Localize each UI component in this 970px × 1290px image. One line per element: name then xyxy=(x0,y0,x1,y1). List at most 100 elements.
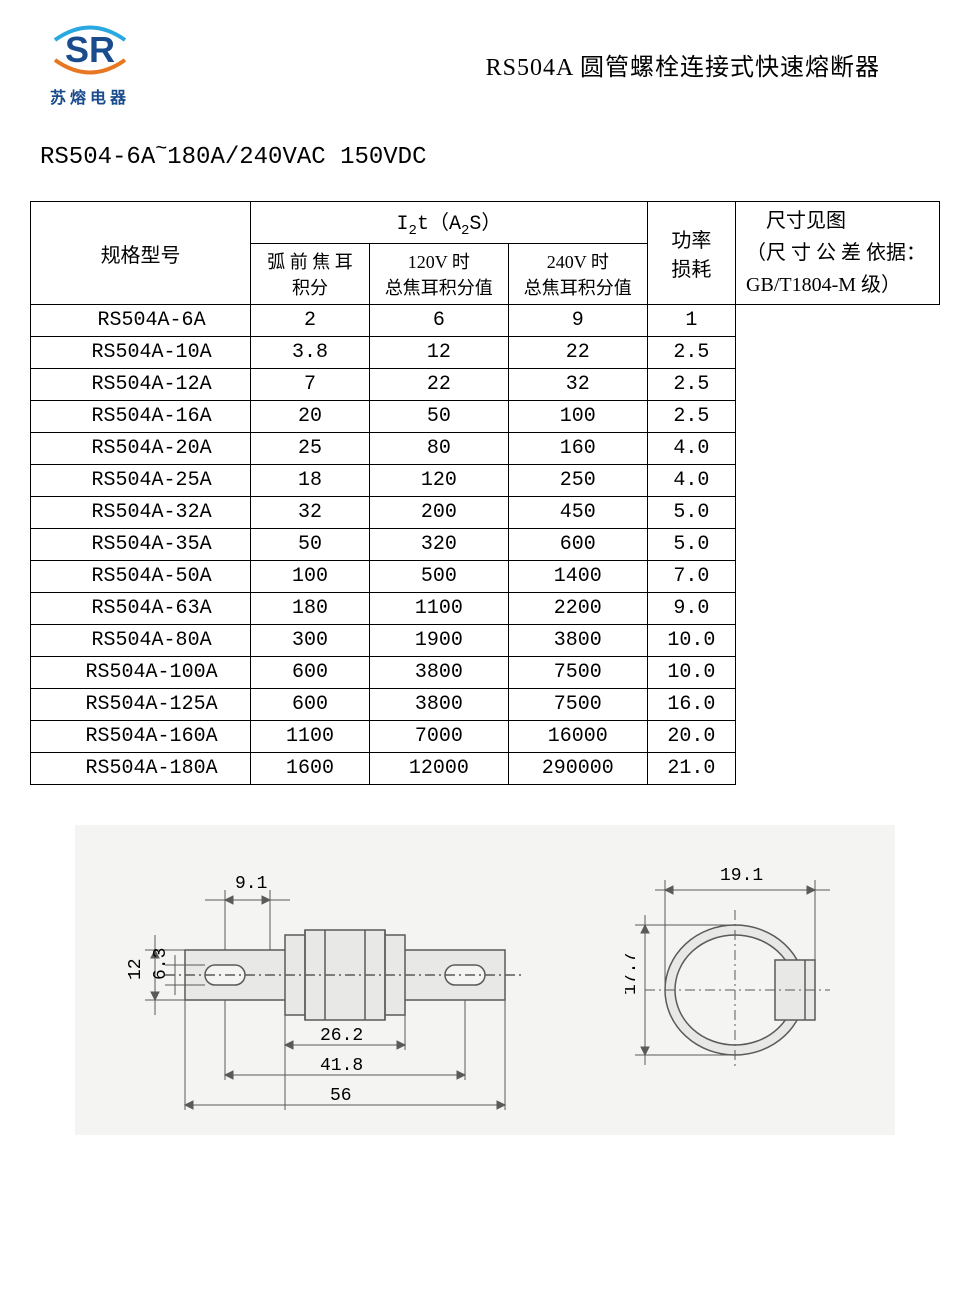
cell-pre: 25 xyxy=(251,433,370,465)
cell-120v: 12000 xyxy=(369,753,508,785)
cell-240v: 250 xyxy=(508,465,647,497)
cell-power-loss: 5.0 xyxy=(647,529,735,561)
cell-model: RS504A-35A xyxy=(31,529,251,561)
table-row: RS504A-50A10050014007.0 xyxy=(31,561,940,593)
cell-model: RS504A-25A xyxy=(31,465,251,497)
table-row: RS504A-32A322004505.0 xyxy=(31,497,940,529)
table-row: RS504A-12A722322.5 xyxy=(31,369,940,401)
header-i2t: I2t（A2S） xyxy=(251,202,648,244)
cell-model: RS504A-160A xyxy=(31,721,251,753)
document-subtitle: RS504-6A~180A/240VAC 150VDC xyxy=(40,138,940,171)
cell-120v: 320 xyxy=(369,529,508,561)
cell-model: RS504A-180A xyxy=(31,753,251,785)
cell-240v: 22 xyxy=(508,337,647,369)
cell-pre: 18 xyxy=(251,465,370,497)
cell-power-loss: 2.5 xyxy=(647,369,735,401)
cell-model: RS504A-100A xyxy=(31,657,251,689)
cell-240v: 450 xyxy=(508,497,647,529)
cell-120v: 3800 xyxy=(369,657,508,689)
cell-120v: 50 xyxy=(369,401,508,433)
cell-power-loss: 10.0 xyxy=(647,625,735,657)
cell-power-loss: 16.0 xyxy=(647,689,735,721)
cell-120v: 3800 xyxy=(369,689,508,721)
cell-pre: 20 xyxy=(251,401,370,433)
dim-19-1: 19.1 xyxy=(720,866,763,886)
document-title: RS504A 圆管螺栓连接式快速熔断器 xyxy=(486,47,880,82)
cell-240v: 1400 xyxy=(508,561,647,593)
company-logo: SR 苏熔电器 xyxy=(30,20,150,108)
cell-power-loss: 20.0 xyxy=(647,721,735,753)
header-model: 规格型号 xyxy=(31,202,251,305)
dim-6-3: 6.3 xyxy=(151,948,171,980)
cell-model: RS504A-80A xyxy=(31,625,251,657)
cell-pre: 300 xyxy=(251,625,370,657)
cell-120v: 6 xyxy=(369,305,508,337)
cell-power-loss: 4.0 xyxy=(647,433,735,465)
table-row: RS504A-35A503206005.0 xyxy=(31,529,940,561)
dim-12: 12 xyxy=(126,958,146,980)
dim-56: 56 xyxy=(330,1086,352,1106)
cell-pre: 2 xyxy=(251,305,370,337)
cell-pre: 1100 xyxy=(251,721,370,753)
cell-240v: 600 xyxy=(508,529,647,561)
cell-pre: 600 xyxy=(251,689,370,721)
end-view-drawing: 19.1 17.7 xyxy=(625,840,865,1120)
company-name: 苏熔电器 xyxy=(30,84,150,108)
cell-pre: 32 xyxy=(251,497,370,529)
cell-power-loss: 7.0 xyxy=(647,561,735,593)
cell-model: RS504A-125A xyxy=(31,689,251,721)
dim-26-2: 26.2 xyxy=(320,1026,363,1046)
dim-9-1: 9.1 xyxy=(235,874,267,894)
cell-power-loss: 2.5 xyxy=(647,401,735,433)
cell-120v: 12 xyxy=(369,337,508,369)
cell-model: RS504A-32A xyxy=(31,497,251,529)
header-240v: 240V 时总焦耳积分值 xyxy=(508,244,647,305)
cell-model: RS504A-12A xyxy=(31,369,251,401)
spec-table: 规格型号 I2t（A2S） 功率损耗 尺寸见图（尺 寸 公 差 依据：GB/T1… xyxy=(30,201,940,785)
cell-120v: 22 xyxy=(369,369,508,401)
cell-pre: 3.8 xyxy=(251,337,370,369)
cell-power-loss: 5.0 xyxy=(647,497,735,529)
table-row: RS504A-63A180110022009.0 xyxy=(31,593,940,625)
dimension-diagram: 9.1 12 6.3 xyxy=(75,825,895,1135)
table-row: RS504A-180A16001200029000021.0 xyxy=(31,753,940,785)
table-row: RS504A-10A3.812222.5 xyxy=(31,337,940,369)
cell-120v: 1900 xyxy=(369,625,508,657)
svg-text:SR: SR xyxy=(65,29,115,70)
dim-41-8: 41.8 xyxy=(320,1056,363,1076)
cell-240v: 100 xyxy=(508,401,647,433)
cell-model: RS504A-20A xyxy=(31,433,251,465)
cell-pre: 180 xyxy=(251,593,370,625)
cell-240v: 2200 xyxy=(508,593,647,625)
cell-240v: 7500 xyxy=(508,657,647,689)
cell-120v: 80 xyxy=(369,433,508,465)
cell-model: RS504A-50A xyxy=(31,561,251,593)
cell-power-loss: 1 xyxy=(647,305,735,337)
table-row: RS504A-160A110070001600020.0 xyxy=(31,721,940,753)
cell-240v: 32 xyxy=(508,369,647,401)
cell-model: RS504A-16A xyxy=(31,401,251,433)
cell-120v: 1100 xyxy=(369,593,508,625)
cell-power-loss: 4.0 xyxy=(647,465,735,497)
cell-model: RS504A-6A xyxy=(31,305,251,337)
table-row: RS504A-25A181202504.0 xyxy=(31,465,940,497)
cell-power-loss: 21.0 xyxy=(647,753,735,785)
header-120v: 120V 时总焦耳积分值 xyxy=(369,244,508,305)
dimension-note: 尺寸见图（尺 寸 公 差 依据：GB/T1804-M 级） xyxy=(736,202,940,305)
cell-power-loss: 2.5 xyxy=(647,337,735,369)
cell-model: RS504A-63A xyxy=(31,593,251,625)
cell-240v: 290000 xyxy=(508,753,647,785)
side-view-drawing: 9.1 12 6.3 xyxy=(105,840,585,1120)
cell-pre: 600 xyxy=(251,657,370,689)
header-power-loss: 功率损耗 xyxy=(647,202,735,305)
cell-power-loss: 9.0 xyxy=(647,593,735,625)
cell-120v: 200 xyxy=(369,497,508,529)
header-pre-arc: 弧 前 焦 耳积分 xyxy=(251,244,370,305)
cell-pre: 7 xyxy=(251,369,370,401)
cell-240v: 3800 xyxy=(508,625,647,657)
cell-240v: 160 xyxy=(508,433,647,465)
table-row: RS504A-16A20501002.5 xyxy=(31,401,940,433)
dim-17-7: 17.7 xyxy=(625,952,641,995)
cell-pre: 1600 xyxy=(251,753,370,785)
table-row: RS504A-80A3001900380010.0 xyxy=(31,625,940,657)
